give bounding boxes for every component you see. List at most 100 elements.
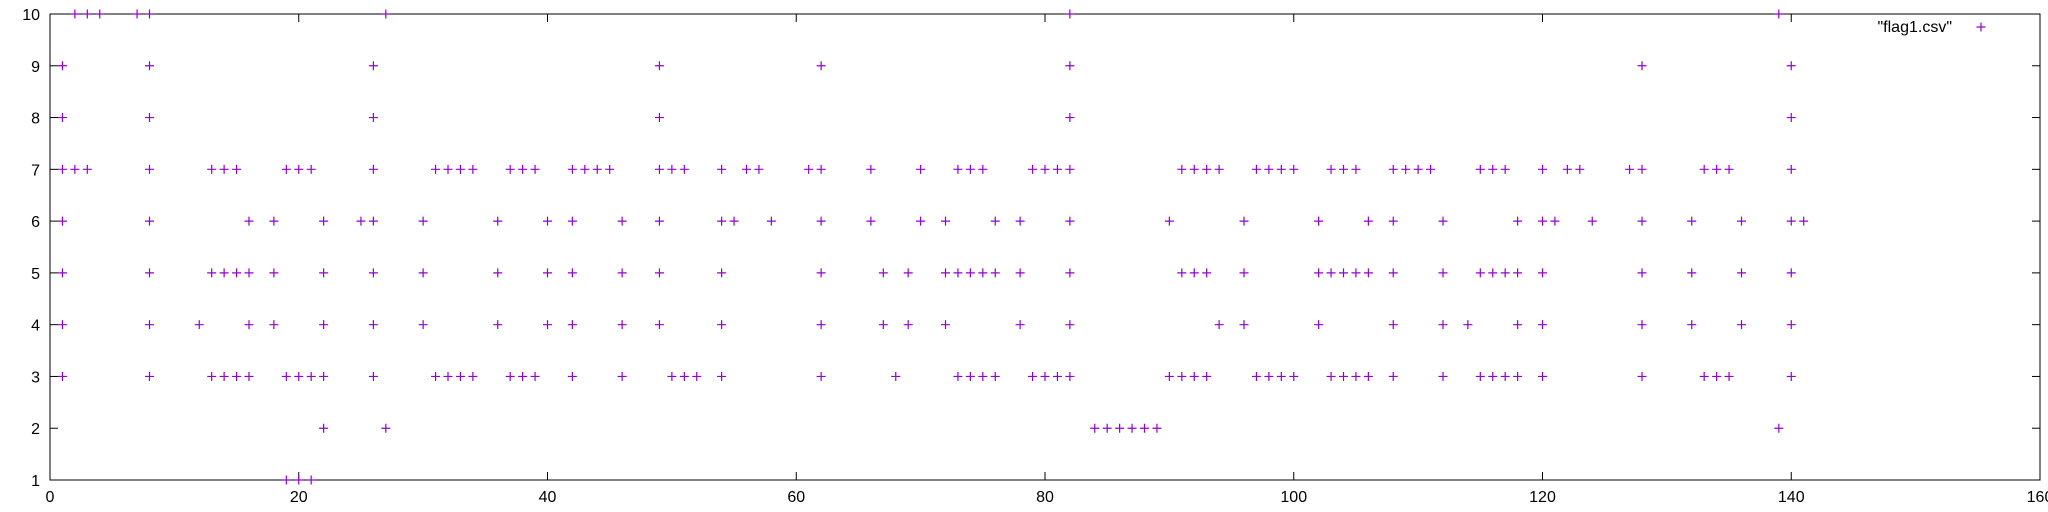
data-point: [1475, 371, 1485, 381]
data-point: [294, 371, 304, 381]
data-point: [916, 164, 926, 174]
data-point: [1513, 320, 1523, 330]
data-point: [145, 61, 154, 71]
y-tick-label: 5: [31, 266, 40, 283]
data-point: [1538, 164, 1547, 174]
data-point: [878, 320, 888, 330]
data-point: [530, 371, 540, 381]
data-point: [567, 371, 577, 381]
data-point: [443, 164, 453, 174]
data-point: [1251, 164, 1261, 174]
data-point: [1687, 320, 1697, 330]
data-point: [816, 320, 826, 330]
data-point: [1065, 371, 1075, 381]
y-tick-label: 1: [31, 473, 40, 490]
data-point: [1562, 164, 1572, 174]
data-point: [654, 61, 664, 71]
data-point: [1637, 164, 1647, 174]
data-point: [518, 371, 528, 381]
data-point: [468, 164, 478, 174]
x-tick-label: 60: [787, 489, 805, 506]
data-point: [567, 320, 577, 330]
data-point: [1438, 216, 1448, 226]
data-point: [692, 371, 702, 381]
data-point: [717, 164, 727, 174]
data-point: [207, 164, 217, 174]
legend-marker-plus: [1976, 22, 1986, 32]
data-point: [70, 164, 80, 174]
data-point: [1363, 268, 1373, 278]
data-point: [1065, 320, 1075, 330]
data-point: [816, 268, 826, 278]
data-point: [816, 164, 826, 174]
data-point: [567, 164, 577, 174]
data-point: [1239, 216, 1249, 226]
data-point: [1637, 320, 1647, 330]
y-tick-label: 2: [31, 421, 40, 438]
data-point: [306, 371, 316, 381]
data-point: [319, 320, 329, 330]
data-point: [1388, 164, 1398, 174]
data-point: [667, 371, 677, 381]
data-point: [319, 371, 329, 381]
data-point: [965, 268, 975, 278]
data-point: [1786, 113, 1796, 123]
axis-tick-labels: 0 20 40 60 80 100 120 140 160 1 2 3 4 5 6 7 8 9 10: [22, 7, 2048, 506]
data-point: [1189, 371, 1199, 381]
data-point: [617, 371, 627, 381]
data-point: [468, 371, 478, 381]
data-point: [294, 475, 304, 485]
data-point: [455, 164, 465, 174]
data-point: [232, 268, 242, 278]
data-point: [269, 268, 279, 278]
data-point: [978, 164, 988, 174]
data-point: [1587, 216, 1597, 226]
data-point: [580, 164, 590, 174]
data-point: [418, 268, 428, 278]
data-point: [443, 371, 453, 381]
data-point: [1351, 164, 1361, 174]
data-point: [244, 268, 254, 278]
data-point: [319, 423, 329, 433]
data-point: [1351, 268, 1361, 278]
data-point: [654, 268, 664, 278]
data-point: [1426, 164, 1436, 174]
y-tick-label: 3: [31, 369, 40, 386]
data-point: [1289, 164, 1299, 174]
data-point: [1065, 61, 1075, 71]
data-point: [132, 9, 142, 19]
data-point: [717, 320, 727, 330]
data-point: [816, 216, 826, 226]
data-point: [679, 164, 689, 174]
data-point: [891, 371, 901, 381]
data-point: [1040, 371, 1050, 381]
data-point: [766, 216, 776, 226]
data-point: [505, 164, 515, 174]
data-point: [145, 9, 154, 19]
data-point: [57, 164, 67, 174]
data-point: [878, 268, 888, 278]
data-point: [1339, 268, 1348, 278]
data-point: [1314, 320, 1324, 330]
data-point: [654, 164, 664, 174]
data-point: [1550, 216, 1560, 226]
data-point: [1177, 268, 1187, 278]
data-point: [1090, 423, 1100, 433]
data-point: [1500, 268, 1510, 278]
data-point: [654, 216, 664, 226]
data-point: [145, 268, 154, 278]
data-point: [95, 9, 105, 19]
data-point: [57, 371, 67, 381]
data-point: [667, 164, 677, 174]
data-point: [294, 164, 304, 174]
data-point: [368, 164, 378, 174]
data-point: [1040, 164, 1050, 174]
data-point: [1538, 371, 1547, 381]
data-point: [679, 371, 689, 381]
data-point: [1575, 164, 1585, 174]
data-point: [543, 216, 552, 226]
data-point: [82, 164, 92, 174]
data-point: [319, 268, 329, 278]
data-point: [953, 268, 963, 278]
data-point: [1177, 164, 1187, 174]
